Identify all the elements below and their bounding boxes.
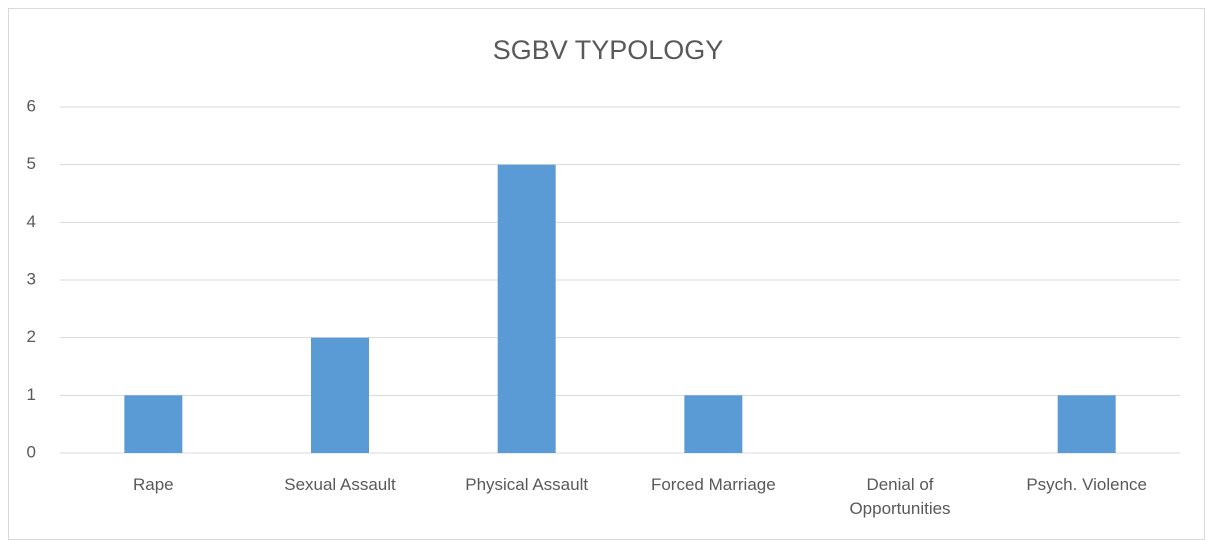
bar	[497, 164, 556, 453]
x-tick-label: Rape	[133, 475, 174, 494]
x-tick-label: Physical Assault	[465, 475, 589, 494]
y-tick-label: 1	[27, 385, 36, 404]
bar	[311, 337, 369, 453]
bar	[684, 395, 743, 453]
y-tick-label: 6	[27, 96, 36, 115]
x-tick-label: Psych. Violence	[1026, 475, 1147, 494]
y-tick-label: 5	[27, 154, 36, 173]
x-tick-label: Forced Marriage	[650, 475, 776, 494]
bar	[124, 395, 183, 453]
y-tick-label: 0	[27, 442, 36, 461]
y-tick-label: 4	[27, 212, 36, 231]
y-tick-label: 3	[27, 269, 36, 288]
y-tick-label: 2	[27, 327, 36, 346]
x-tick-label: Sexual Assault	[284, 475, 396, 494]
x-tick-label: Denial of Opportunities	[849, 475, 951, 518]
chart-title: SGBV TYPOLOGY	[493, 35, 724, 65]
chart-border	[8, 8, 1205, 540]
bar	[1057, 395, 1116, 453]
